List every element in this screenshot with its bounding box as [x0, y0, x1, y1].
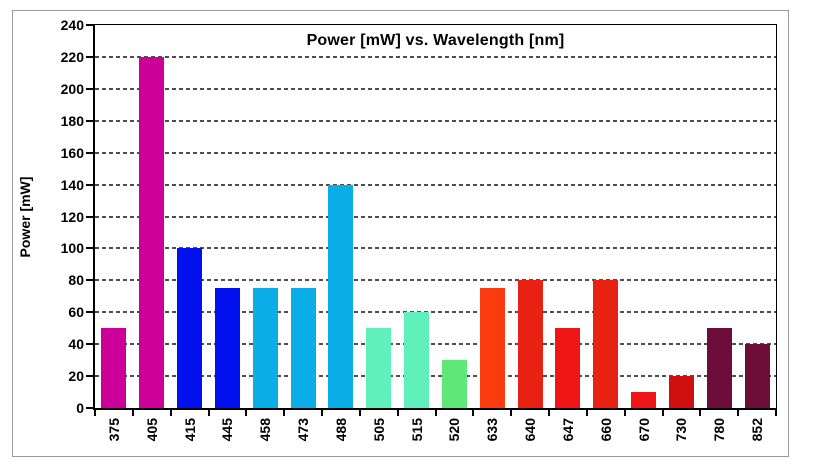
bar-633: [479, 288, 505, 408]
x-tick-label-670: 670: [635, 418, 652, 442]
y-tick-mark-160: [86, 151, 93, 154]
x-tick-mark-10: [472, 410, 475, 416]
gridline-40: [95, 343, 776, 346]
bar-488: [328, 184, 354, 408]
chart-title: Power [mW] vs. Wavelength [nm]: [306, 32, 565, 49]
x-tick-mark-8: [396, 410, 399, 416]
x-tick-mark-0: [94, 410, 96, 416]
bar-640: [517, 280, 543, 408]
y-tick-mark-180: [86, 119, 93, 122]
bar-445: [214, 288, 240, 408]
x-tick-mark-4: [245, 410, 248, 416]
bar-415: [177, 248, 203, 408]
bar-730: [668, 376, 694, 408]
y-tick-mark-80: [86, 279, 93, 282]
y-tick-label-220: 220: [60, 48, 84, 65]
x-tick-mark-2: [169, 410, 172, 416]
y-tick-mark-120: [86, 215, 93, 218]
y-tick-label-200: 200: [60, 80, 84, 97]
gridline-20: [95, 375, 776, 378]
x-tick-label-505: 505: [370, 418, 387, 442]
x-tick-mark-7: [358, 410, 361, 416]
bar-375: [101, 328, 127, 408]
x-tick-label-473: 473: [295, 418, 312, 442]
bar-505: [366, 328, 392, 408]
gridline-60: [95, 311, 776, 314]
x-tick-mark-17: [737, 410, 740, 416]
x-tick-mark-16: [699, 410, 702, 416]
bar-458: [252, 288, 278, 408]
bar-852: [744, 344, 770, 408]
x-tick-label-640: 640: [522, 418, 539, 442]
gridline-160: [95, 151, 776, 154]
bar-520: [441, 360, 467, 408]
y-axis-title: Power [mW]: [17, 176, 33, 258]
bar-515: [404, 312, 430, 408]
gridline-220: [95, 55, 776, 58]
plot-area: Power [mW] vs. Wavelength [nm]: [93, 24, 777, 410]
y-tick-mark-20: [86, 375, 93, 378]
bar-647: [555, 328, 581, 408]
x-tick-mark-14: [623, 410, 626, 416]
x-tick-label-515: 515: [408, 418, 425, 442]
y-tick-mark-240: [86, 24, 93, 26]
x-tick-label-660: 660: [597, 418, 614, 442]
x-tick-mark-15: [661, 410, 664, 416]
x-tick-label-520: 520: [446, 418, 463, 442]
bar-780: [706, 328, 732, 408]
x-tick-label-488: 488: [332, 418, 349, 442]
y-tick-mark-220: [86, 55, 93, 58]
gridline-120: [95, 215, 776, 218]
x-tick-label-852: 852: [749, 418, 766, 442]
y-tick-mark-100: [86, 247, 93, 250]
x-tick-mark-13: [585, 410, 588, 416]
y-tick-label-180: 180: [60, 112, 84, 129]
x-tick-mark-12: [548, 410, 550, 416]
x-tick-label-375: 375: [105, 418, 122, 442]
x-tick-label-445: 445: [219, 418, 236, 442]
y-tick-label-120: 120: [60, 208, 84, 225]
x-tick-label-780: 780: [711, 418, 728, 442]
x-tick-mark-5: [283, 410, 286, 416]
x-tick-mark-9: [434, 410, 437, 416]
x-tick-mark-3: [207, 410, 210, 416]
bar-405: [139, 56, 165, 408]
x-tick-mark-1: [131, 410, 134, 416]
x-tick-label-633: 633: [484, 418, 501, 442]
y-tick-label-40: 40: [68, 336, 84, 353]
y-tick-mark-40: [86, 343, 93, 346]
y-tick-mark-60: [86, 311, 93, 314]
x-tick-mark-6: [321, 410, 323, 416]
bar-660: [593, 280, 619, 408]
gridline-80: [95, 279, 776, 282]
y-tick-mark-140: [86, 183, 93, 186]
y-tick-label-160: 160: [60, 144, 84, 161]
x-tick-mark-11: [510, 410, 513, 416]
y-tick-mark-200: [86, 87, 93, 90]
x-tick-label-730: 730: [673, 418, 690, 442]
y-tick-label-240: 240: [60, 17, 84, 33]
gridline-180: [95, 119, 776, 122]
bar-473: [290, 288, 316, 408]
y-tick-label-60: 60: [68, 304, 84, 321]
y-tick-label-0: 0: [76, 400, 84, 416]
x-tick-label-458: 458: [257, 418, 274, 442]
gridline-140: [95, 183, 776, 186]
x-tick-label-415: 415: [181, 418, 198, 442]
y-tick-label-80: 80: [68, 272, 84, 289]
y-tick-label-140: 140: [60, 176, 84, 193]
y-tick-label-100: 100: [60, 240, 84, 257]
x-tick-label-405: 405: [143, 418, 160, 442]
x-tick-mark-18: [775, 410, 777, 416]
gridline-100: [95, 247, 776, 250]
y-tick-label-20: 20: [68, 368, 84, 385]
x-tick-label-647: 647: [559, 418, 576, 442]
gridline-200: [95, 87, 776, 90]
bar-670: [631, 392, 657, 408]
y-tick-mark-0: [86, 407, 93, 409]
